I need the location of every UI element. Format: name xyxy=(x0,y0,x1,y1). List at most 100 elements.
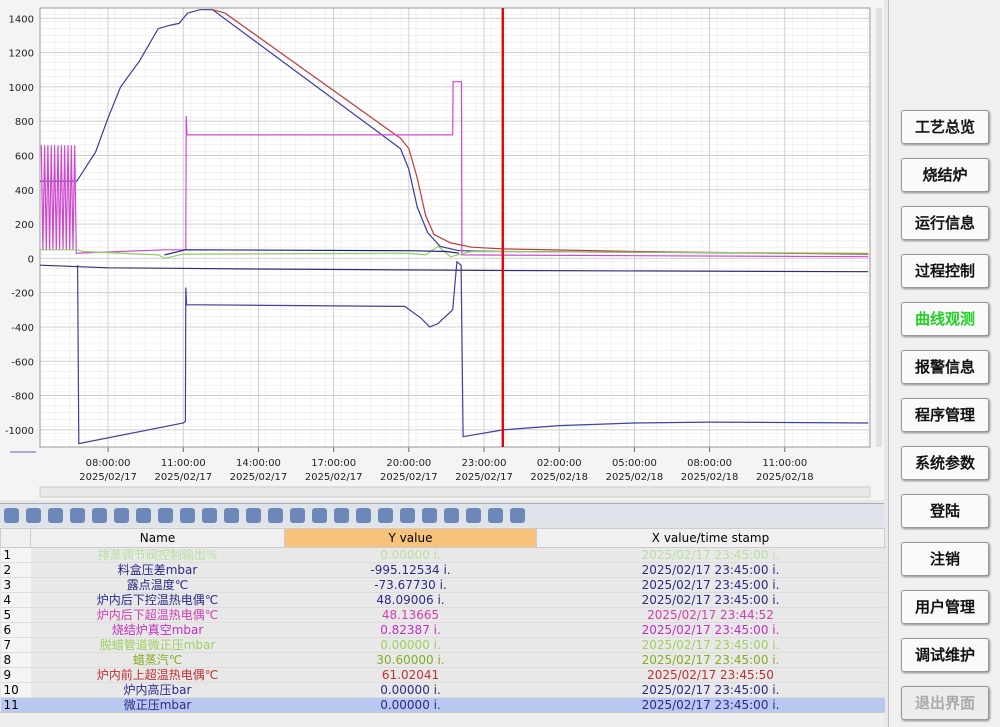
tool-button[interactable] xyxy=(224,508,239,523)
table-row[interactable]: 8 蜡蒸汽℃ 30.60000 i. 2025/02/17 23:45:00 i. xyxy=(0,652,885,668)
menu-button[interactable]: 注销 xyxy=(901,542,989,576)
tool-button[interactable] xyxy=(268,508,283,523)
table-cell: 0.00000 i. xyxy=(284,637,537,653)
table-cell: 炉内前上超温热电偶℃ xyxy=(30,667,285,683)
table-cell: 1 xyxy=(0,547,31,563)
y-tick-label: -1000 xyxy=(5,426,34,437)
table-cell: 7 xyxy=(0,637,31,653)
menu-panel: 工艺总览烧结炉运行信息过程控制曲线观测报警信息程序管理系统参数登陆注销用户管理调… xyxy=(888,0,1000,727)
x-tick-label: 17:00:00 xyxy=(311,458,356,469)
tool-button[interactable] xyxy=(356,508,371,523)
table-cell: 2025/02/17 23:45:00 i. xyxy=(536,697,885,713)
tool-button[interactable] xyxy=(444,508,459,523)
column-header[interactable]: X value/time stamp xyxy=(536,528,885,548)
tool-button[interactable] xyxy=(422,508,437,523)
x-scrollbar[interactable] xyxy=(39,486,871,498)
table-cell: 0.00000 i. xyxy=(284,547,537,563)
tool-button[interactable] xyxy=(4,508,19,523)
table-cell: 2025/02/17 23:44:52 xyxy=(536,607,885,623)
menu-button[interactable]: 工艺总览 xyxy=(901,110,989,144)
table-cell: 炉内高压bar xyxy=(30,682,285,698)
y-tick-label: 1000 xyxy=(9,83,34,94)
table-cell: 露点温度℃ xyxy=(30,577,285,593)
menu-button[interactable]: 烧结炉 xyxy=(901,158,989,192)
table-row[interactable]: 6 烧结炉真空mbar 0.82387 i. 2025/02/17 23:45:00 … xyxy=(0,622,885,638)
tool-button[interactable] xyxy=(488,508,503,523)
table-row[interactable]: 7 脱蜡管道微正压mbar 0.00000 i. 2025/02/17 23:45:0… xyxy=(0,637,885,653)
menu-button[interactable]: 曲线观测 xyxy=(901,302,989,336)
toolbar xyxy=(0,503,884,527)
table-row[interactable]: 1 排蒸调节阀控制输出% 0.00000 i. 2025/02/17 23:45:00… xyxy=(0,547,885,563)
table-cell: 2025/02/17 23:45:00 i. xyxy=(536,622,885,638)
table-row[interactable]: 2 料盒压差mbar -995.12534 i. 2025/02/17 23:45:0… xyxy=(0,562,885,578)
header-row: Name Y value X value/time stamp xyxy=(0,528,885,548)
tool-button[interactable] xyxy=(136,508,151,523)
menu-button[interactable]: 运行信息 xyxy=(901,206,989,240)
table-cell: 30.60000 i. xyxy=(284,652,537,668)
tool-button[interactable] xyxy=(202,508,217,523)
table-cell: 料盒压差mbar xyxy=(30,562,285,578)
table-cell: 0.00000 i. xyxy=(284,682,537,698)
tool-button[interactable] xyxy=(92,508,107,523)
tool-button[interactable] xyxy=(510,508,525,523)
tool-button[interactable] xyxy=(400,508,415,523)
tool-button[interactable] xyxy=(114,508,129,523)
series-line xyxy=(40,9,869,255)
menu-button[interactable]: 登陆 xyxy=(901,494,989,528)
tool-button[interactable] xyxy=(70,508,85,523)
y-tick-label: 1200 xyxy=(9,49,34,60)
table-row[interactable]: 4 炉内后下控温热电偶℃ 48.09006 i. 2025/02/17 23:45:0… xyxy=(0,592,885,608)
x-tick-label: 20:00:00 xyxy=(386,458,431,469)
menu-button[interactable]: 过程控制 xyxy=(901,254,989,288)
table-cell: 蜡蒸汽℃ xyxy=(30,652,285,668)
menu-button[interactable]: 系统参数 xyxy=(901,446,989,480)
y-tick-label: -400 xyxy=(11,323,34,334)
table-cell: -73.67730 i. xyxy=(284,577,537,593)
table-row[interactable]: 9 炉内前上超温热电偶℃ 61.02041 2025/02/17 23:45:50 xyxy=(0,667,885,683)
x-tick-label: 2025/02/17 xyxy=(455,472,513,483)
h-scrollbar[interactable] xyxy=(0,712,884,727)
table-cell: 2025/02/17 23:45:00 i. xyxy=(536,592,885,608)
y-tick-label: 1400 xyxy=(9,14,34,25)
corner xyxy=(0,528,31,548)
y-tick-label: -200 xyxy=(11,289,34,300)
series-line xyxy=(164,249,460,256)
tool-button[interactable] xyxy=(158,508,173,523)
tool-button[interactable] xyxy=(334,508,349,523)
tool-button[interactable] xyxy=(48,508,63,523)
menu-button[interactable]: 用户管理 xyxy=(901,590,989,624)
tool-button[interactable] xyxy=(180,508,195,523)
table-row[interactable]: 5 炉内后下超温热电偶℃ 48.13665 2025/02/17 23:44:52 xyxy=(0,607,885,623)
menu-button[interactable]: 退出界面 xyxy=(901,686,989,720)
table-cell: 2025/02/17 23:45:50 xyxy=(536,667,885,683)
table-cell: 3 xyxy=(0,577,31,593)
menu-button[interactable]: 报警信息 xyxy=(901,350,989,384)
column-header[interactable]: Name xyxy=(30,528,285,548)
table-row[interactable]: 10 炉内高压bar 0.00000 i. 2025/02/17 23:45:00 i… xyxy=(0,682,885,698)
x-tick-label: 08:00:00 xyxy=(86,458,131,469)
table-cell: 烧结炉真空mbar xyxy=(30,622,285,638)
menu-button[interactable]: 程序管理 xyxy=(901,398,989,432)
tool-button[interactable] xyxy=(466,508,481,523)
x-tick-label: 05:00:00 xyxy=(612,458,657,469)
table-cell: 排蒸调节阀控制输出% xyxy=(30,547,285,563)
x-tick-label: 2025/02/17 xyxy=(79,472,137,483)
tool-button[interactable] xyxy=(26,508,41,523)
table-cell: 4 xyxy=(0,592,31,608)
tool-button[interactable] xyxy=(246,508,261,523)
menu-button[interactable]: 调试维护 xyxy=(901,638,989,672)
table-row[interactable]: 3 露点温度℃ -73.67730 i. 2025/02/17 23:45:00 i. xyxy=(0,577,885,593)
y-scrollbar[interactable] xyxy=(876,8,882,447)
x-tick-label: 2025/02/17 xyxy=(154,472,212,483)
tool-button[interactable] xyxy=(290,508,305,523)
table-row[interactable]: 11 微正压mbar 0.00000 i. 2025/02/17 23:45:00 i… xyxy=(0,697,885,713)
x-tick-label: 2025/02/17 xyxy=(230,472,288,483)
tool-button[interactable] xyxy=(312,508,327,523)
table-cell: 8 xyxy=(0,652,31,668)
column-header[interactable]: Y value xyxy=(284,528,537,548)
tool-button[interactable] xyxy=(378,508,393,523)
table-cell: 炉内后下控温热电偶℃ xyxy=(30,592,285,608)
x-tick-label: 11:00:00 xyxy=(161,458,206,469)
table-cell: 5 xyxy=(0,607,31,623)
